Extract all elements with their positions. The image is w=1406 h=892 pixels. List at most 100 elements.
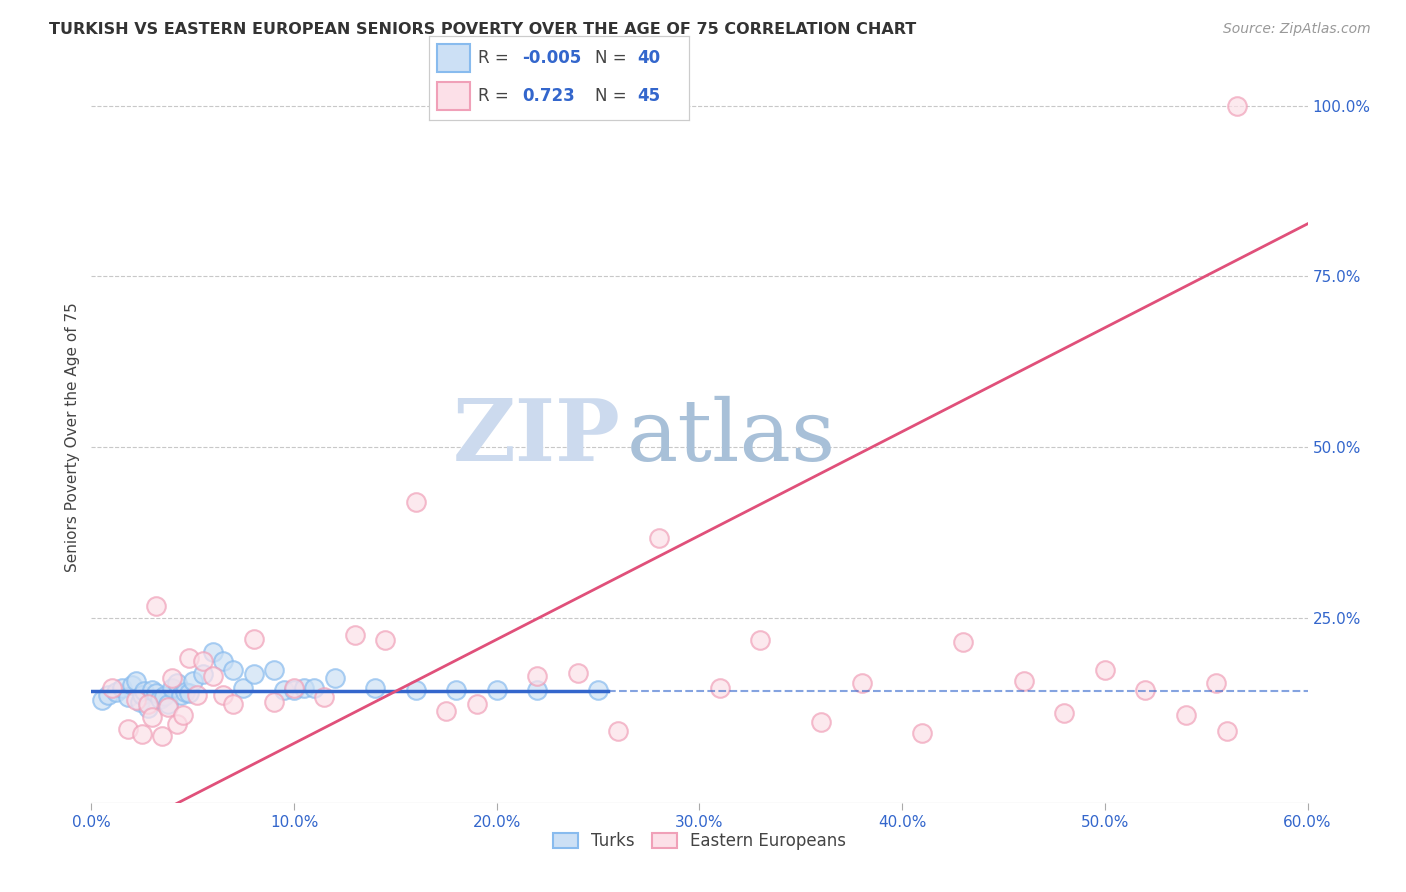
Point [607, 724, 630, 739]
Point [304, 681, 326, 695]
Point [434, 704, 457, 718]
Point [125, 674, 148, 689]
Point [191, 667, 214, 681]
Text: Source: ZipAtlas.com: Source: ZipAtlas.com [1223, 22, 1371, 37]
Point [129, 695, 152, 709]
Point [145, 599, 167, 613]
Point [1226, 98, 1249, 112]
Legend: Turks, Eastern Europeans: Turks, Eastern Europeans [547, 825, 852, 856]
Point [232, 681, 254, 695]
Text: 0.723: 0.723 [523, 87, 575, 105]
Point [145, 686, 167, 700]
Point [314, 690, 336, 704]
Point [648, 531, 671, 545]
Point [444, 683, 467, 698]
Point [273, 683, 295, 698]
Point [177, 651, 200, 665]
Point [169, 688, 191, 702]
Point [136, 701, 159, 715]
Point [141, 710, 163, 724]
Point [263, 663, 285, 677]
Point [1205, 676, 1227, 690]
Point [117, 722, 139, 736]
Text: ZIP: ZIP [453, 395, 620, 479]
Point [911, 726, 934, 740]
Point [242, 632, 264, 646]
Text: 40: 40 [637, 49, 659, 67]
Point [157, 700, 180, 714]
Point [1135, 683, 1157, 698]
Text: N =: N = [595, 49, 627, 67]
Point [162, 672, 184, 686]
Point [132, 684, 155, 698]
Point [150, 729, 173, 743]
Point [181, 674, 204, 689]
Point [202, 669, 225, 683]
Point [283, 681, 305, 695]
Point [157, 697, 180, 711]
Point [97, 688, 120, 702]
Point [172, 708, 194, 723]
Text: R =: R = [478, 49, 509, 67]
Point [177, 686, 200, 700]
Point [485, 683, 508, 698]
Point [1094, 663, 1116, 677]
Point [405, 495, 427, 509]
Point [283, 683, 305, 698]
Text: N =: N = [595, 87, 627, 105]
Point [567, 665, 589, 680]
Point [343, 628, 366, 642]
Point [465, 697, 488, 711]
Point [374, 633, 396, 648]
Point [111, 681, 134, 695]
Point [90, 693, 112, 707]
Point [242, 667, 264, 681]
Point [100, 681, 122, 695]
Point [323, 672, 346, 686]
Text: R =: R = [478, 87, 509, 105]
Point [166, 717, 188, 731]
Point [212, 654, 235, 668]
Point [141, 683, 163, 698]
Point [810, 715, 832, 730]
Point [952, 635, 974, 649]
Point [526, 669, 548, 683]
Point [405, 683, 427, 698]
Text: atlas: atlas [627, 395, 835, 479]
Point [149, 692, 172, 706]
Text: TURKISH VS EASTERN EUROPEAN SENIORS POVERTY OVER THE AGE OF 75 CORRELATION CHART: TURKISH VS EASTERN EUROPEAN SENIORS POVE… [49, 22, 917, 37]
Point [131, 727, 153, 741]
Point [526, 683, 548, 698]
Point [586, 683, 609, 698]
Point [117, 690, 139, 704]
Point [121, 678, 143, 692]
Point [222, 663, 245, 677]
Point [212, 688, 235, 702]
Text: -0.005: -0.005 [523, 49, 582, 67]
Point [125, 693, 148, 707]
Point [173, 685, 195, 699]
Point [1053, 706, 1076, 720]
Point [749, 633, 772, 648]
Bar [437, 44, 471, 72]
Point [263, 695, 285, 709]
Point [709, 681, 731, 695]
Point [851, 676, 873, 690]
Point [222, 697, 245, 711]
Y-axis label: Seniors Poverty Over the Age of 75: Seniors Poverty Over the Age of 75 [65, 302, 80, 572]
Point [104, 685, 127, 699]
Text: 45: 45 [637, 87, 659, 105]
Point [136, 697, 159, 711]
Point [1175, 708, 1198, 723]
Point [166, 676, 188, 690]
Point [191, 654, 214, 668]
Point [186, 688, 208, 702]
Point [364, 681, 387, 695]
Point [202, 645, 225, 659]
Point [153, 689, 176, 703]
Point [162, 681, 184, 695]
Point [292, 681, 315, 695]
Point [1215, 724, 1237, 739]
Bar [437, 82, 471, 111]
Point [131, 688, 153, 702]
